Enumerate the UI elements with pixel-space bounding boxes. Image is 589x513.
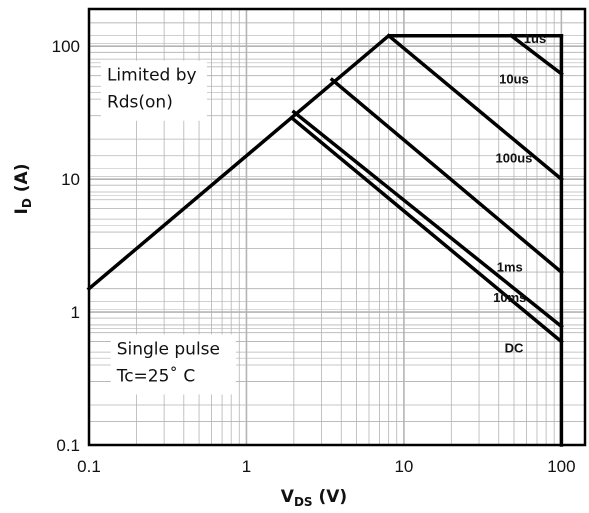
x-tick-label: 10 <box>394 457 413 476</box>
y-tick-label: 100 <box>52 37 80 56</box>
annotation-box <box>100 60 207 121</box>
curve-label: 1us <box>524 31 546 46</box>
y-axis-label-unit: (A) <box>12 164 32 199</box>
curve-labels: 1us 10us 100us 1ms 10ms DC <box>493 31 546 355</box>
y-tick-label: 0.1 <box>56 436 80 455</box>
y-axis-label-main: I <box>12 208 32 214</box>
annotation-text: Single pulse <box>117 339 220 359</box>
plot-frame <box>87 7 587 447</box>
curve-label: 10ms <box>493 290 526 305</box>
x-axis-label-main: V <box>281 487 295 507</box>
tick-labels: 0.1 1 10 100 0.1 1 10 100 <box>52 37 576 476</box>
x-tick-label: 0.1 <box>77 457 101 476</box>
series-line-10ms <box>291 109 564 329</box>
x-axis-label-sub: DS <box>294 495 313 509</box>
series-line-1us <box>86 33 564 292</box>
series-line-10us <box>508 33 564 77</box>
x-axis-label: VDS (V) <box>281 487 347 509</box>
y-axis-label: ID (A) <box>12 164 34 215</box>
series-line-DC <box>291 117 564 345</box>
y-tick-label: 1 <box>71 303 80 322</box>
curve-label: 1ms <box>497 260 523 275</box>
curve-label: 10us <box>499 72 529 87</box>
annotations: Limited by Rds(on) Single pulse Tc=25˚ C <box>100 60 236 395</box>
x-axis-label-unit: (V) <box>313 487 348 507</box>
x-tick-label: 1 <box>242 457 251 476</box>
x-tick-label: 100 <box>547 457 575 476</box>
curve-label: 100us <box>496 151 533 166</box>
annotation-text: Tc=25˚ C <box>116 365 196 386</box>
series-line-100us <box>386 33 564 182</box>
annotation-box <box>110 334 236 395</box>
annotation-text: Rds(on) <box>107 93 173 113</box>
y-tick-label: 10 <box>61 170 80 189</box>
series-lines <box>86 33 564 447</box>
y-axis-label-sub: D <box>20 198 34 208</box>
annotation-text: Limited by <box>107 66 197 86</box>
series-line-1ms <box>329 77 564 275</box>
curve-label: DC <box>505 341 524 356</box>
